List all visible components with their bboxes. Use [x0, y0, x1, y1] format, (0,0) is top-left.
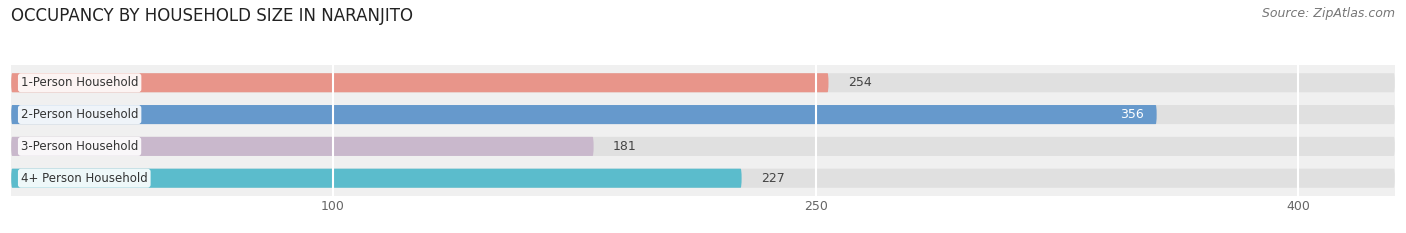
FancyBboxPatch shape	[11, 137, 1395, 156]
FancyBboxPatch shape	[11, 169, 1395, 188]
Text: 254: 254	[848, 76, 872, 89]
Text: Source: ZipAtlas.com: Source: ZipAtlas.com	[1261, 7, 1395, 20]
Text: 4+ Person Household: 4+ Person Household	[21, 172, 148, 185]
Text: 2-Person Household: 2-Person Household	[21, 108, 138, 121]
FancyBboxPatch shape	[11, 105, 1157, 124]
FancyBboxPatch shape	[11, 73, 1395, 92]
FancyBboxPatch shape	[11, 105, 1395, 124]
Text: 356: 356	[1121, 108, 1144, 121]
FancyBboxPatch shape	[11, 137, 593, 156]
Text: OCCUPANCY BY HOUSEHOLD SIZE IN NARANJITO: OCCUPANCY BY HOUSEHOLD SIZE IN NARANJITO	[11, 7, 413, 25]
Text: 227: 227	[761, 172, 785, 185]
Text: 3-Person Household: 3-Person Household	[21, 140, 138, 153]
FancyBboxPatch shape	[11, 169, 741, 188]
Text: 1-Person Household: 1-Person Household	[21, 76, 138, 89]
Text: 181: 181	[613, 140, 637, 153]
FancyBboxPatch shape	[11, 73, 828, 92]
